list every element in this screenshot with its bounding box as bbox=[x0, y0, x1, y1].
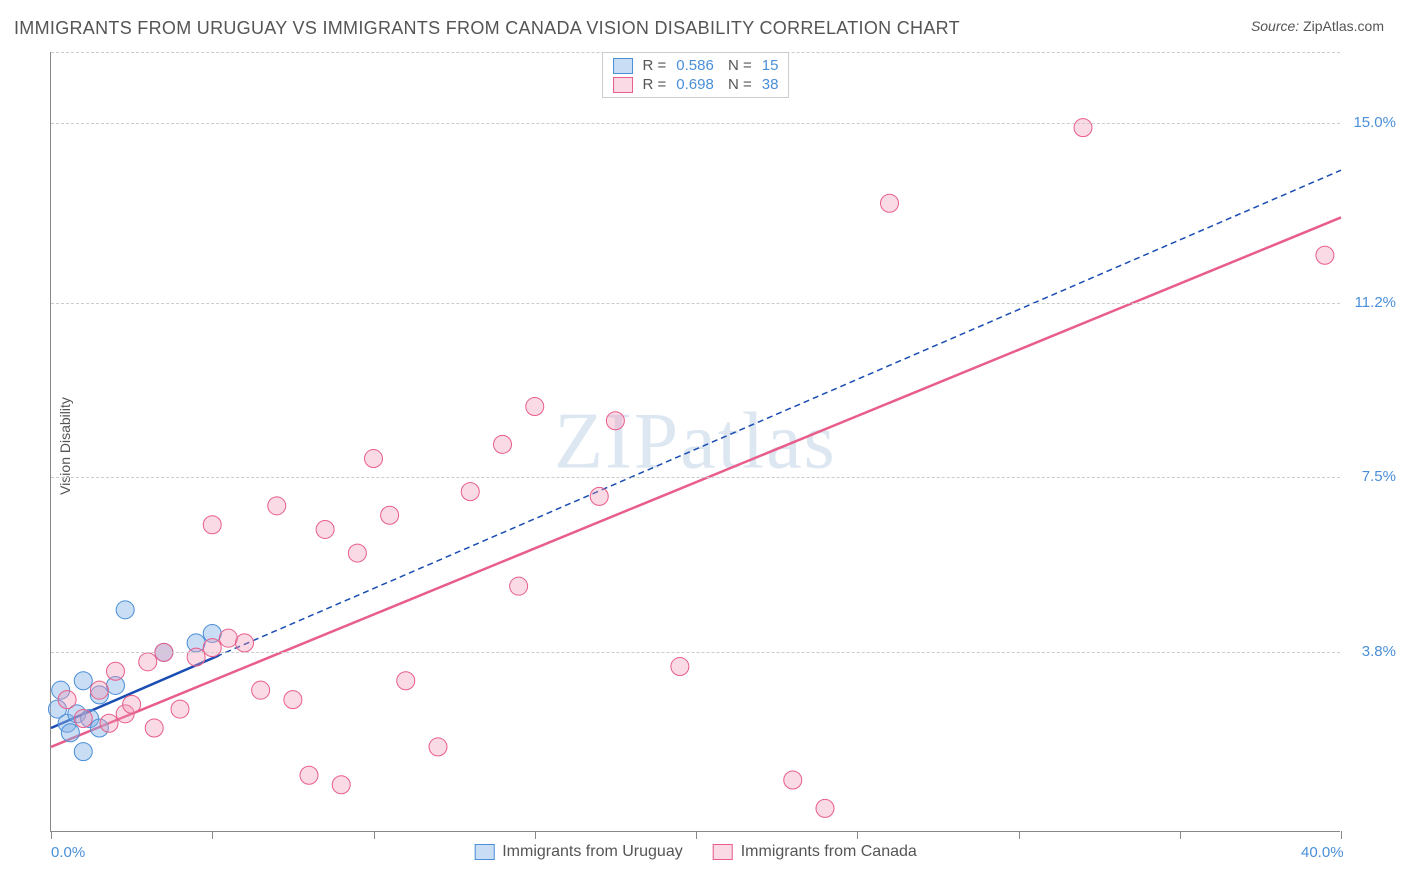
gridline bbox=[51, 303, 1340, 304]
scatter-point bbox=[494, 435, 512, 453]
scatter-point bbox=[510, 577, 528, 595]
scatter-point bbox=[1316, 246, 1334, 264]
source-label: Source: bbox=[1251, 18, 1299, 34]
scatter-point bbox=[236, 634, 254, 652]
x-tick-label: 0.0% bbox=[51, 844, 85, 861]
x-tick-mark bbox=[696, 831, 697, 839]
scatter-point bbox=[145, 719, 163, 737]
scatter-point bbox=[397, 672, 415, 690]
chart-svg bbox=[51, 52, 1340, 831]
scatter-point bbox=[590, 487, 608, 505]
plot-area: ZIPatlas R =0.586 N =15R =0.698 N =38 Im… bbox=[50, 52, 1340, 832]
scatter-point bbox=[381, 506, 399, 524]
y-tick-label: 15.0% bbox=[1353, 114, 1396, 131]
scatter-point bbox=[268, 497, 286, 515]
x-tick-mark bbox=[535, 831, 536, 839]
chart-container: IMMIGRANTS FROM URUGUAY VS IMMIGRANTS FR… bbox=[0, 0, 1406, 892]
legend-swatch bbox=[713, 844, 733, 860]
legend-series-label: Immigrants from Canada bbox=[741, 843, 917, 861]
legend-swatch bbox=[474, 844, 494, 860]
legend-swatch bbox=[613, 77, 633, 93]
scatter-point bbox=[1074, 119, 1092, 137]
scatter-point bbox=[348, 544, 366, 562]
scatter-point bbox=[332, 776, 350, 794]
scatter-point bbox=[116, 601, 134, 619]
scatter-point bbox=[816, 799, 834, 817]
legend-n-value: 38 bbox=[762, 76, 779, 93]
scatter-point bbox=[284, 691, 302, 709]
legend-r-label: R = bbox=[643, 57, 667, 74]
legend-series-label: Immigrants from Uruguay bbox=[502, 843, 683, 861]
legend-n-label: N = bbox=[724, 57, 752, 74]
scatter-point bbox=[107, 662, 125, 680]
scatter-point bbox=[74, 743, 92, 761]
legend-n-label: N = bbox=[724, 76, 752, 93]
x-tick-mark bbox=[1180, 831, 1181, 839]
x-tick-mark bbox=[212, 831, 213, 839]
legend-r-value: 0.698 bbox=[676, 76, 714, 93]
x-tick-mark bbox=[1341, 831, 1342, 839]
chart-title: IMMIGRANTS FROM URUGUAY VS IMMIGRANTS FR… bbox=[14, 18, 960, 39]
y-tick-label: 11.2% bbox=[1355, 294, 1396, 311]
scatter-point bbox=[526, 398, 544, 416]
scatter-point bbox=[606, 412, 624, 430]
legend-r-value: 0.586 bbox=[676, 57, 714, 74]
legend-r-label: R = bbox=[643, 76, 667, 93]
scatter-point bbox=[429, 738, 447, 756]
scatter-point bbox=[784, 771, 802, 789]
scatter-point bbox=[219, 629, 237, 647]
legend-n-value: 15 bbox=[762, 57, 779, 74]
scatter-point bbox=[74, 710, 92, 728]
scatter-point bbox=[671, 658, 689, 676]
x-tick-mark bbox=[51, 831, 52, 839]
scatter-point bbox=[461, 483, 479, 501]
x-tick-mark bbox=[374, 831, 375, 839]
x-tick-mark bbox=[857, 831, 858, 839]
x-tick-label: 40.0% bbox=[1301, 844, 1344, 861]
y-tick-label: 3.8% bbox=[1362, 643, 1396, 660]
legend-series: Immigrants from Uruguay Immigrants from C… bbox=[474, 843, 917, 861]
scatter-point bbox=[252, 681, 270, 699]
scatter-point bbox=[100, 714, 118, 732]
trendline bbox=[51, 217, 1341, 746]
y-tick-label: 7.5% bbox=[1362, 468, 1396, 485]
legend-swatch bbox=[613, 58, 633, 74]
gridline bbox=[51, 52, 1340, 53]
legend-correlation: R = 0.586 N = 15 R = 0.698 N = 38 bbox=[602, 52, 790, 98]
scatter-point bbox=[203, 516, 221, 534]
x-tick-mark bbox=[1019, 831, 1020, 839]
scatter-point bbox=[171, 700, 189, 718]
scatter-point bbox=[139, 653, 157, 671]
scatter-point bbox=[316, 520, 334, 538]
scatter-point bbox=[365, 450, 383, 468]
scatter-point bbox=[881, 194, 899, 212]
scatter-point bbox=[300, 766, 318, 784]
legend-series-item: Immigrants from Canada bbox=[713, 843, 917, 861]
source-credit: Source: ZipAtlas.com bbox=[1251, 18, 1384, 34]
scatter-point bbox=[58, 691, 76, 709]
gridline bbox=[51, 477, 1340, 478]
gridline bbox=[51, 123, 1340, 124]
scatter-point bbox=[187, 648, 205, 666]
scatter-point bbox=[61, 724, 79, 742]
source-value: ZipAtlas.com bbox=[1303, 18, 1384, 34]
legend-row: R = 0.698 N = 38 bbox=[613, 75, 779, 94]
legend-row: R = 0.586 N = 15 bbox=[613, 56, 779, 75]
scatter-point bbox=[74, 672, 92, 690]
scatter-point bbox=[123, 695, 141, 713]
scatter-point bbox=[203, 639, 221, 657]
gridline bbox=[51, 652, 1340, 653]
legend-series-item: Immigrants from Uruguay bbox=[474, 843, 683, 861]
scatter-point bbox=[90, 681, 108, 699]
